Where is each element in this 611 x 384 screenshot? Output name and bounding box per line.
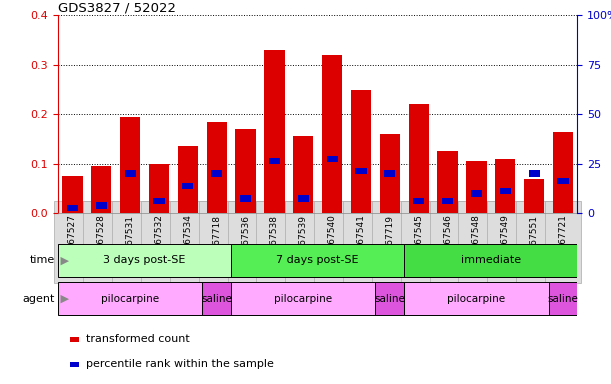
Bar: [58, 282, 202, 315]
Text: pilocarpine: pilocarpine: [447, 293, 505, 304]
Text: 3 days post-SE: 3 days post-SE: [103, 255, 186, 265]
Bar: [207, 122, 227, 213]
Bar: [553, 132, 573, 213]
Bar: [298, 195, 309, 202]
Bar: [351, 89, 371, 213]
Bar: [67, 205, 78, 211]
Bar: [442, 197, 453, 204]
Text: GDS3827 / 52022: GDS3827 / 52022: [58, 1, 176, 14]
Text: saline: saline: [547, 293, 579, 304]
Bar: [120, 117, 141, 213]
Text: ▶: ▶: [57, 293, 69, 304]
Text: time: time: [30, 255, 55, 265]
Bar: [149, 164, 169, 213]
Bar: [380, 134, 400, 213]
Bar: [500, 188, 511, 194]
Bar: [495, 159, 515, 213]
Bar: [182, 183, 194, 189]
Bar: [327, 156, 338, 162]
Bar: [153, 197, 164, 204]
Bar: [375, 282, 404, 315]
Bar: [178, 146, 198, 213]
Text: ▶: ▶: [57, 255, 69, 265]
Bar: [235, 129, 255, 213]
Bar: [529, 170, 540, 177]
Bar: [404, 282, 549, 315]
Bar: [557, 178, 568, 184]
Bar: [384, 170, 395, 177]
Text: pilocarpine: pilocarpine: [101, 293, 159, 304]
Bar: [404, 244, 577, 276]
Bar: [62, 176, 82, 213]
Bar: [211, 170, 222, 177]
Text: 7 days post-SE: 7 days post-SE: [276, 255, 359, 265]
Bar: [437, 151, 458, 213]
Text: pilocarpine: pilocarpine: [274, 293, 332, 304]
Text: transformed count: transformed count: [86, 334, 189, 344]
Bar: [471, 190, 482, 197]
Text: percentile rank within the sample: percentile rank within the sample: [86, 359, 273, 369]
Bar: [96, 202, 107, 209]
Bar: [202, 282, 231, 315]
Bar: [231, 282, 375, 315]
Bar: [524, 179, 544, 213]
Text: agent: agent: [23, 293, 55, 304]
Bar: [322, 55, 342, 213]
Bar: [413, 197, 424, 204]
Bar: [231, 244, 404, 276]
Bar: [356, 168, 367, 174]
Bar: [293, 136, 313, 213]
Text: saline: saline: [375, 293, 405, 304]
Bar: [269, 158, 280, 164]
Bar: [125, 170, 136, 177]
Bar: [240, 195, 251, 202]
Bar: [58, 244, 231, 276]
Bar: [549, 282, 577, 315]
Bar: [409, 104, 429, 213]
Text: immediate: immediate: [461, 255, 521, 265]
Bar: [91, 166, 111, 213]
Bar: [466, 161, 486, 213]
Bar: [265, 50, 285, 213]
Text: saline: saline: [201, 293, 232, 304]
